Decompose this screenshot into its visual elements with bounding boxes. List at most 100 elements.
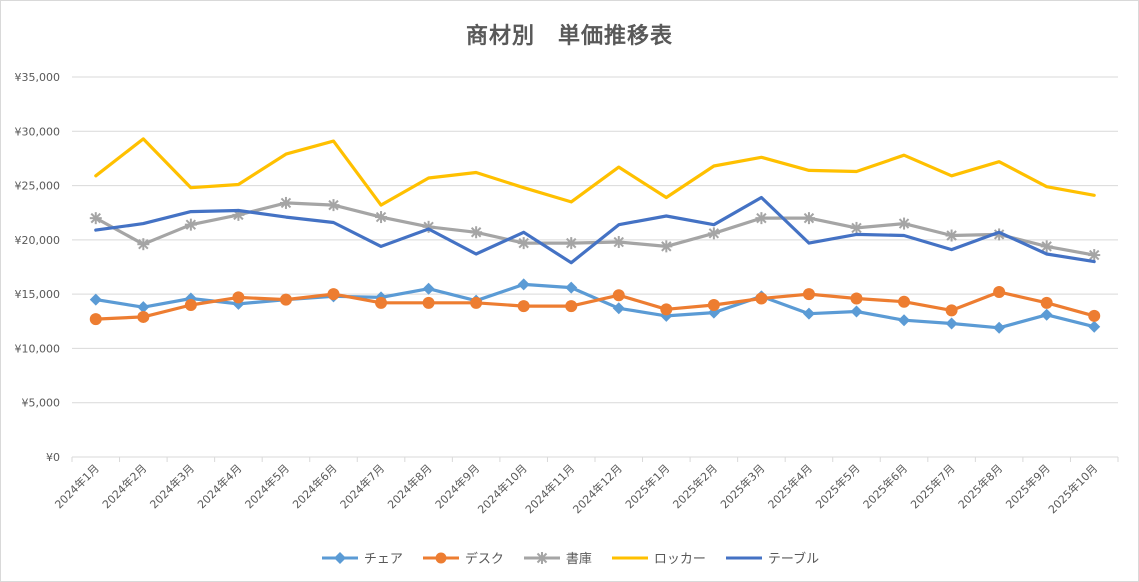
data-point-3 bbox=[327, 199, 340, 212]
data-point-2 bbox=[470, 296, 483, 309]
x-tick-label: 2024年4月 bbox=[194, 461, 244, 511]
y-tick-label: ¥35,000 bbox=[15, 71, 61, 84]
legend-label: デスク bbox=[464, 552, 504, 567]
x-tick-label: 2024年1月 bbox=[52, 461, 102, 511]
data-point-3 bbox=[89, 212, 102, 225]
y-tick-label: ¥20,000 bbox=[15, 234, 61, 247]
data-point-1 bbox=[1088, 320, 1101, 333]
data-point-2 bbox=[660, 303, 673, 316]
data-point-3 bbox=[898, 217, 911, 230]
data-point-2 bbox=[327, 288, 340, 301]
legend: チェア デスク 書庫 ロッカー テーブル bbox=[0, 548, 1139, 567]
data-point-2 bbox=[137, 310, 150, 323]
x-tick-label: 2025年1月 bbox=[622, 461, 672, 511]
legend-swatch bbox=[523, 551, 560, 564]
data-point-3 bbox=[612, 236, 625, 249]
data-point-1 bbox=[993, 321, 1006, 334]
legend-swatch bbox=[611, 556, 648, 559]
y-tick-label: ¥25,000 bbox=[15, 180, 61, 193]
data-point-1 bbox=[898, 314, 911, 327]
data-point-3 bbox=[184, 218, 197, 231]
data-point-2 bbox=[993, 285, 1006, 298]
data-point-1 bbox=[945, 317, 958, 330]
data-point-2 bbox=[802, 288, 815, 301]
x-tick-label: 2024年9月 bbox=[432, 461, 482, 511]
data-point-2 bbox=[565, 300, 578, 313]
data-point-2 bbox=[755, 292, 768, 305]
data-point-3 bbox=[470, 226, 483, 239]
data-point-2 bbox=[279, 293, 292, 306]
x-tick-label: 2024年12月 bbox=[570, 461, 625, 516]
data-point-2 bbox=[898, 295, 911, 308]
data-point-1 bbox=[802, 307, 815, 320]
data-point-1 bbox=[517, 278, 530, 291]
y-tick-label: ¥0 bbox=[46, 451, 60, 464]
data-point-2 bbox=[1040, 296, 1053, 309]
x-tick-label: 2025年6月 bbox=[860, 461, 910, 511]
series-line-1 bbox=[94, 282, 1096, 330]
data-point-2 bbox=[232, 291, 245, 304]
data-point-2 bbox=[612, 289, 625, 302]
y-tick-label: ¥15,000 bbox=[15, 288, 61, 301]
x-tick-label: 2025年4月 bbox=[765, 461, 815, 511]
legend-item: テーブル bbox=[724, 548, 819, 567]
x-tick-label: 2024年10月 bbox=[475, 461, 530, 516]
x-tick-label: 2024年6月 bbox=[289, 461, 339, 511]
data-point-3 bbox=[517, 237, 530, 250]
x-tick-label: 2024年2月 bbox=[99, 461, 149, 511]
x-tick-label: 2024年8月 bbox=[385, 461, 435, 511]
data-point-3 bbox=[565, 237, 578, 250]
data-point-3 bbox=[660, 240, 673, 253]
x-tick-label: 2025年2月 bbox=[670, 461, 720, 511]
x-tick-label: 2025年3月 bbox=[717, 461, 767, 511]
data-point-3 bbox=[1040, 240, 1053, 253]
legend-item: デスク bbox=[421, 548, 504, 567]
data-point-1 bbox=[422, 282, 435, 295]
legend-label: チェア bbox=[363, 552, 403, 567]
chart-title: 商材別 単価推移表 bbox=[465, 24, 673, 49]
x-tick-label: 2025年9月 bbox=[1003, 461, 1053, 511]
x-tick-label: 2025年7月 bbox=[908, 461, 958, 511]
y-tick-label: ¥10,000 bbox=[15, 342, 61, 355]
data-point-1 bbox=[89, 293, 102, 306]
y-tick-label: ¥5,000 bbox=[22, 397, 61, 410]
x-tick-label: 2024年5月 bbox=[242, 461, 292, 511]
data-point-2 bbox=[1088, 309, 1101, 322]
data-point-1 bbox=[850, 305, 863, 318]
series-line-5 bbox=[94, 195, 1096, 265]
data-point-3 bbox=[755, 212, 768, 225]
data-point-1 bbox=[137, 301, 150, 314]
data-point-2 bbox=[850, 292, 863, 305]
x-tick-label: 2024年11月 bbox=[522, 461, 577, 516]
series-line-4 bbox=[94, 137, 1096, 207]
data-point-3 bbox=[802, 212, 815, 225]
legend-item: 書庫 bbox=[522, 548, 592, 567]
data-point-3 bbox=[279, 196, 292, 209]
legend-item: チェア bbox=[320, 548, 403, 567]
legend-swatch bbox=[321, 551, 358, 564]
legend-label: テーブル bbox=[767, 552, 820, 567]
data-point-1 bbox=[1040, 308, 1053, 321]
x-tick-label: 2025年8月 bbox=[955, 461, 1005, 511]
legend-label: 書庫 bbox=[565, 552, 592, 567]
data-point-2 bbox=[707, 299, 720, 311]
data-point-2 bbox=[89, 313, 102, 326]
y-tick-label: ¥30,000 bbox=[15, 125, 61, 138]
x-tick-label: 2025年10月 bbox=[1045, 461, 1100, 516]
data-point-1 bbox=[565, 281, 578, 294]
x-tick-label: 2024年7月 bbox=[337, 461, 387, 511]
data-point-2 bbox=[375, 296, 388, 309]
data-point-2 bbox=[184, 299, 197, 311]
data-point-2 bbox=[945, 304, 958, 317]
data-point-3 bbox=[850, 221, 863, 234]
legend-swatch bbox=[422, 552, 459, 563]
legend-swatch bbox=[725, 556, 762, 559]
data-point-2 bbox=[517, 300, 530, 313]
data-point-3 bbox=[375, 211, 388, 224]
data-point-3 bbox=[1088, 249, 1101, 262]
data-point-3 bbox=[137, 238, 150, 251]
legend-label: ロッカー bbox=[653, 552, 706, 567]
data-point-3 bbox=[707, 227, 720, 240]
x-tick-label: 2024年3月 bbox=[147, 461, 197, 511]
